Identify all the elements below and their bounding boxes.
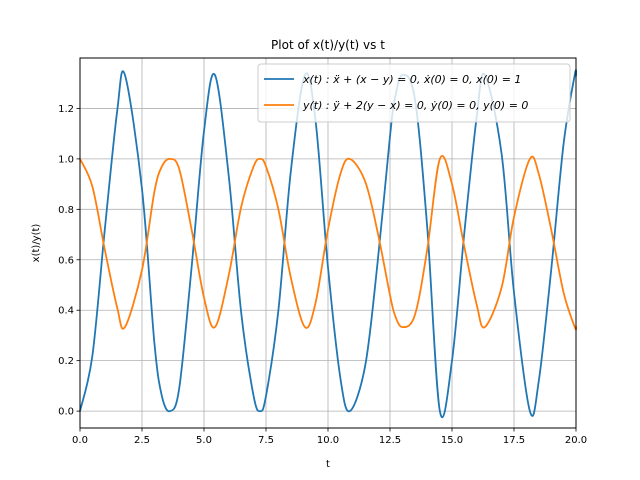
x-tick-label: 17.5: [503, 435, 525, 446]
series-line-y: [79, 155, 577, 331]
y-axis-label: x(t)/y(t): [31, 224, 42, 263]
x-tick-label: 5.0: [196, 435, 212, 446]
x-tick-label: 15.0: [441, 435, 463, 446]
y-tick-label: 1.0: [58, 154, 74, 165]
legend-box: [257, 63, 571, 123]
x-tick-label: 10.0: [317, 435, 339, 446]
legend: x(t) : ẍ + (x − y) = 0, ẋ(0) = 0, x(0) =…: [257, 63, 571, 123]
x-tick-label: 12.5: [379, 435, 401, 446]
legend-label-y: y(t) : ÿ + 2(y − x) = 0, ẏ(0) = 0, y(0) …: [302, 99, 528, 112]
series-layer: [79, 69, 577, 419]
y-axis-ticks: 0.0 0.2 0.4 0.6 0.8 1.0 1.2: [58, 104, 80, 418]
x-tick-label: 7.5: [258, 435, 274, 446]
y-tick-label: 0.0: [58, 407, 74, 418]
y-tick-label: 0.2: [58, 356, 74, 367]
y-tick-label: 0.8: [58, 205, 74, 216]
x-tick-label: 20.0: [565, 435, 587, 446]
y-tick-label: 0.6: [58, 255, 74, 266]
series-line-x: [79, 69, 577, 419]
y-tick-label: 1.2: [58, 104, 74, 115]
x-axis-ticks: 0.0 2.5 5.0 7.5 10.0 12.5 15.0 17.5 20.0: [72, 428, 587, 446]
chart-title: Plot of x(t)/y(t) vs t: [271, 38, 385, 52]
x-tick-label: 0.0: [72, 435, 88, 446]
legend-label-x: x(t) : ẍ + (x − y) = 0, ẋ(0) = 0, x(0) =…: [302, 73, 521, 86]
y-tick-label: 0.4: [58, 306, 74, 317]
x-axis-label: t: [326, 459, 330, 470]
x-tick-label: 2.5: [134, 435, 150, 446]
